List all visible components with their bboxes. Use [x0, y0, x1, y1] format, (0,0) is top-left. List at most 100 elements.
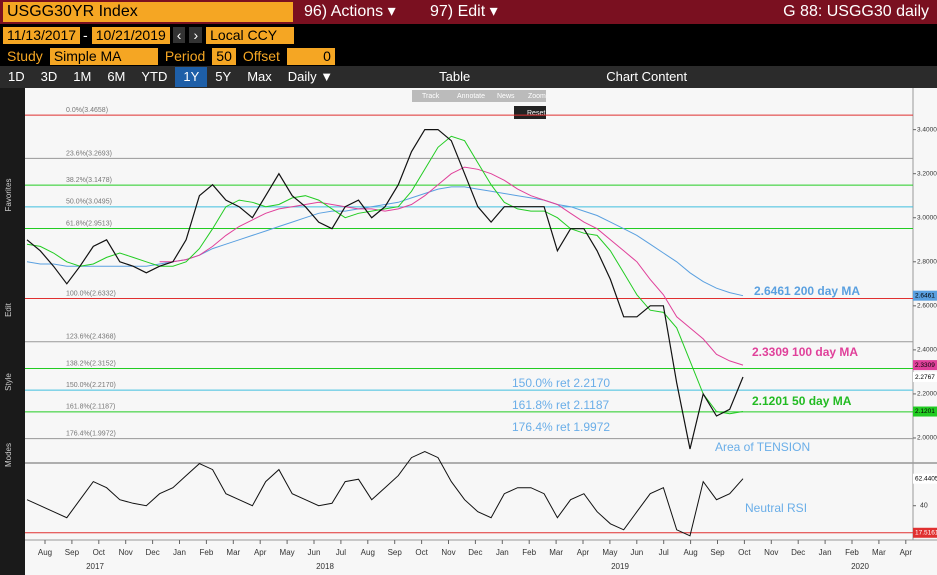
prev-button[interactable]: ‹: [172, 27, 186, 43]
frequency[interactable]: Daily ▼: [287, 69, 334, 84]
y-tick-label: 2.6000: [917, 303, 937, 310]
overlay-item[interactable]: Track: [422, 93, 440, 100]
overlay-item[interactable]: News: [497, 93, 515, 100]
x-tick-label: Apr: [254, 548, 267, 557]
range-button[interactable]: 1Y: [175, 67, 208, 87]
annotation: Neutral RSI: [745, 501, 807, 515]
currency[interactable]: Local CCY: [206, 26, 295, 44]
range-button[interactable]: 5Y: [215, 69, 232, 84]
range-button[interactable]: Max: [247, 69, 272, 84]
x-tick-label: Jul: [659, 548, 669, 557]
x-tick-label: Dec: [791, 548, 805, 557]
range-button[interactable]: 1D: [8, 69, 25, 84]
start-date[interactable]: 11/13/2017: [3, 26, 81, 44]
x-tick-label: Nov: [119, 548, 133, 557]
year-label: 2020: [851, 562, 869, 571]
overlay-menu: Track Annotate News Zoom Reset: [412, 90, 546, 119]
offset[interactable]: 0: [286, 47, 335, 65]
x-tick-label: Sep: [388, 548, 403, 557]
x-tick-label: Jan: [496, 548, 509, 557]
value-badge-label: 2.3309: [915, 362, 935, 369]
fib-label: 176.4%(1.9972): [66, 430, 116, 437]
line: [26, 186, 744, 297]
fib-label: 61.8%(2.9513): [66, 220, 112, 227]
x-tick-label: Mar: [872, 548, 886, 557]
x-tick-label: May: [280, 548, 295, 557]
range-button[interactable]: 3D: [40, 69, 58, 84]
y-tick-label: 2.4000: [917, 347, 937, 354]
year-label: 2017: [86, 562, 104, 571]
ticker[interactable]: USGG30YR Index: [3, 2, 293, 22]
x-tick-label: Apr: [900, 548, 913, 557]
x-tick-label: Jun: [308, 548, 321, 557]
fib-label: 138.2%(2.3152): [66, 360, 116, 367]
x-tick-label: Apr: [577, 548, 590, 557]
value-badge-label: 2.2767: [915, 374, 935, 381]
x-tick-label: Sep: [710, 548, 725, 557]
value-badge: [913, 360, 937, 371]
fib-label: 150.0%(2.2170): [66, 382, 116, 389]
y-tick-label: 3.0000: [917, 214, 937, 221]
title-bar: USGG30YR Index 96) Actions ▾ 97) Edit ▾ …: [0, 0, 937, 24]
range-button[interactable]: 1M: [73, 69, 92, 84]
side-label: Edit: [4, 302, 13, 317]
study[interactable]: Simple MA: [49, 47, 158, 65]
y-tick-label: 2.0000: [917, 435, 937, 442]
y-tick-label: 40: [920, 503, 928, 510]
annotation: 161.8% ret 2.1187: [512, 398, 610, 412]
overlay-item[interactable]: Annotate: [457, 93, 485, 100]
y-tick-label: 2.2000: [917, 391, 937, 398]
study-bar: Study Simple MA Period 50 Offset 0: [0, 46, 937, 66]
x-tick-label: Jan: [819, 548, 832, 557]
period[interactable]: 50: [212, 47, 236, 65]
x-tick-label: Feb: [200, 548, 214, 557]
value-badge: [913, 527, 937, 538]
range-button[interactable]: 6M: [107, 69, 126, 84]
edit-menu[interactable]: 97) Edit ▾: [430, 3, 498, 20]
annotation: 150.0% ret 2.2170: [512, 376, 610, 390]
fib-label: 0.0%(3.4658): [66, 107, 108, 114]
table-button[interactable]: Table: [439, 69, 471, 84]
annotation: 2.1201 50 day MA: [752, 394, 852, 408]
value-badge: [913, 290, 937, 301]
x-tick-label: Oct: [415, 548, 428, 557]
actions-menu[interactable]: 96) Actions ▾: [304, 3, 396, 20]
period-label: Period: [160, 47, 210, 65]
x-tick-label: Mar: [226, 548, 240, 557]
axis-background: [913, 88, 937, 575]
range-button[interactable]: YTD: [141, 69, 168, 84]
value-badge: [913, 473, 937, 484]
reset-button[interactable]: Reset: [527, 110, 545, 117]
x-tick-label: Sep: [65, 548, 80, 557]
range-bar: 1D 3D 1M 6M YTD 1Y 5Y Max Daily ▼ Table Chart C…: [0, 66, 937, 88]
year-label: 2019: [611, 562, 629, 571]
side-label: Modes: [4, 443, 13, 467]
value-badge-label: 2.1201: [915, 408, 935, 415]
x-tick-label: Jun: [630, 548, 643, 557]
overlay-item[interactable]: Zoom: [528, 93, 546, 100]
x-tick-label: Oct: [738, 548, 751, 557]
annotation: 176.4% ret 1.9972: [512, 420, 610, 434]
x-tick-label: Feb: [845, 548, 859, 557]
value-badge-label: 17.5161: [915, 529, 937, 536]
y-tick-label: 3.2000: [917, 170, 937, 177]
x-tick-label: Mar: [549, 548, 563, 557]
end-date[interactable]: 10/21/2019: [91, 26, 170, 44]
annotation: 2.3309 100 day MA: [752, 345, 858, 359]
chart-content-button[interactable]: Chart Content: [606, 69, 688, 84]
x-tick-label: Dec: [145, 548, 159, 557]
value-badge-label: 62.4405: [915, 475, 937, 482]
side-label: Favorites: [4, 179, 13, 212]
y-tick-label: 3.4000: [917, 126, 937, 133]
next-button[interactable]: ›: [189, 27, 203, 43]
x-tick-label: Nov: [441, 548, 455, 557]
line: [26, 451, 744, 537]
annotation: Area of TENSION: [715, 440, 810, 454]
function-title: G 88: USGG30 daily: [783, 3, 929, 20]
date-dash: -: [83, 27, 88, 43]
x-tick-label: Aug: [38, 548, 52, 557]
value-badge-label: 2.6461: [915, 292, 935, 299]
value-badge: [913, 372, 937, 383]
